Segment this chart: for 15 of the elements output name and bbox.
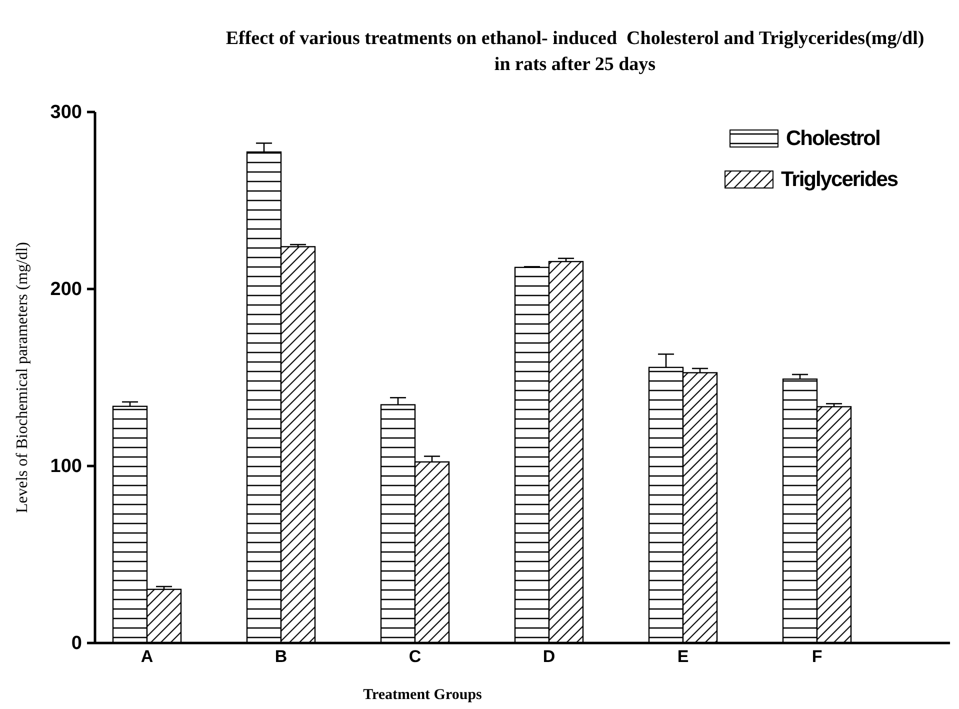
x-tick-label: A xyxy=(140,647,154,666)
y-tick-label: 300 xyxy=(50,102,82,124)
x-axis-title: Treatment Groups xyxy=(363,687,482,703)
chart-title: Effect of various treatments on ethanol- induced Cholesterol and Triglycerides(mg/dl) in rats after 25 days xyxy=(226,28,924,75)
x-tick-label: D xyxy=(542,647,556,666)
legend-label: Triglycerides xyxy=(781,168,898,191)
y-tick-label: 200 xyxy=(50,279,82,300)
y-axis-title: Levels of Biochemical parameters (mg/dl) xyxy=(14,242,31,514)
x-tick-label: F xyxy=(812,647,822,666)
x-tick-label: C xyxy=(408,647,422,666)
y-tick-label: 0 xyxy=(71,633,82,654)
x-tick-label: E xyxy=(677,647,689,666)
legend-label: Cholestrol xyxy=(786,127,880,150)
y-tick-label: 100 xyxy=(50,456,82,478)
x-tick-label: B xyxy=(274,647,288,666)
